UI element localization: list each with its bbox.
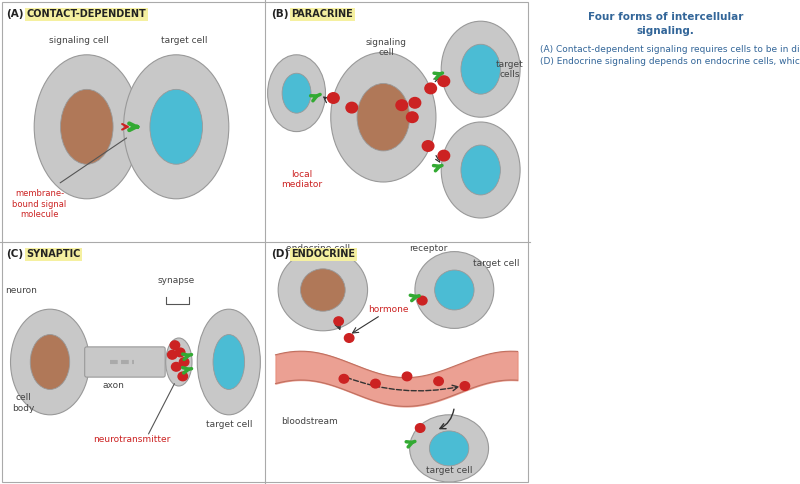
- Text: (B): (B): [271, 9, 289, 19]
- Text: neurotransmitter: neurotransmitter: [93, 435, 170, 444]
- Ellipse shape: [442, 21, 520, 117]
- Ellipse shape: [61, 90, 113, 164]
- Ellipse shape: [442, 122, 520, 218]
- Ellipse shape: [10, 309, 90, 415]
- Text: target cell: target cell: [161, 36, 207, 45]
- Circle shape: [425, 83, 437, 94]
- Circle shape: [396, 100, 407, 110]
- Ellipse shape: [461, 44, 500, 94]
- Circle shape: [438, 151, 450, 161]
- Circle shape: [327, 93, 339, 103]
- Text: target
cells: target cells: [496, 60, 523, 79]
- Circle shape: [346, 102, 358, 113]
- Circle shape: [418, 296, 427, 305]
- Ellipse shape: [461, 145, 500, 195]
- Circle shape: [434, 377, 443, 386]
- Text: signaling
cell: signaling cell: [366, 38, 406, 58]
- Ellipse shape: [410, 415, 489, 482]
- Text: target cell: target cell: [426, 466, 472, 475]
- Text: neuron: neuron: [5, 286, 37, 295]
- Text: synapse: synapse: [158, 276, 195, 285]
- Ellipse shape: [30, 334, 70, 390]
- Text: local
mediator: local mediator: [282, 170, 322, 189]
- Text: SYNAPTIC: SYNAPTIC: [26, 249, 81, 259]
- Ellipse shape: [34, 55, 139, 199]
- Ellipse shape: [150, 90, 202, 164]
- Circle shape: [171, 363, 181, 371]
- Text: ENDOCRINE: ENDOCRINE: [291, 249, 355, 259]
- Ellipse shape: [268, 55, 326, 132]
- Text: hormone: hormone: [368, 305, 409, 314]
- Text: signaling.: signaling.: [637, 26, 694, 36]
- FancyBboxPatch shape: [85, 347, 165, 377]
- Ellipse shape: [278, 249, 367, 331]
- Circle shape: [334, 317, 343, 326]
- Circle shape: [178, 372, 187, 381]
- Ellipse shape: [357, 84, 410, 151]
- Text: (A): (A): [6, 9, 24, 19]
- Text: receptor: receptor: [409, 244, 447, 254]
- Text: target cell: target cell: [206, 420, 252, 429]
- Circle shape: [422, 141, 434, 151]
- Text: (D): (D): [271, 249, 290, 259]
- Text: Four forms of intercellular: Four forms of intercellular: [588, 12, 743, 22]
- Ellipse shape: [330, 52, 436, 182]
- Circle shape: [179, 358, 189, 366]
- Ellipse shape: [124, 55, 229, 199]
- Circle shape: [339, 375, 349, 383]
- Circle shape: [345, 333, 354, 342]
- Ellipse shape: [213, 334, 245, 390]
- Circle shape: [167, 350, 177, 359]
- Text: target cell: target cell: [473, 259, 520, 269]
- Text: signaling cell: signaling cell: [49, 36, 109, 45]
- Text: membrane-
bound signal
molecule: membrane- bound signal molecule: [12, 189, 66, 219]
- Circle shape: [406, 112, 418, 122]
- Ellipse shape: [166, 338, 192, 386]
- Circle shape: [402, 372, 412, 381]
- Text: (A) Contact-dependent signaling requires cells to be in direct membrane–membrane: (A) Contact-dependent signaling requires…: [540, 45, 800, 66]
- Text: CONTACT-DEPENDENT: CONTACT-DEPENDENT: [26, 9, 146, 19]
- Text: bloodstream: bloodstream: [282, 417, 338, 426]
- Ellipse shape: [415, 252, 494, 329]
- Ellipse shape: [282, 73, 311, 113]
- Circle shape: [438, 76, 450, 87]
- Text: endocrine cell: endocrine cell: [286, 244, 350, 254]
- Circle shape: [460, 382, 470, 390]
- Text: axon: axon: [102, 381, 124, 390]
- Circle shape: [370, 379, 380, 388]
- Ellipse shape: [198, 309, 260, 415]
- Text: (C): (C): [6, 249, 24, 259]
- Ellipse shape: [434, 270, 474, 310]
- Ellipse shape: [301, 269, 346, 311]
- Ellipse shape: [430, 431, 469, 466]
- Text: cell
body: cell body: [13, 393, 35, 412]
- Circle shape: [415, 424, 425, 432]
- Circle shape: [170, 341, 180, 349]
- Circle shape: [409, 97, 421, 108]
- Text: PARACRINE: PARACRINE: [291, 9, 353, 19]
- Circle shape: [175, 348, 185, 357]
